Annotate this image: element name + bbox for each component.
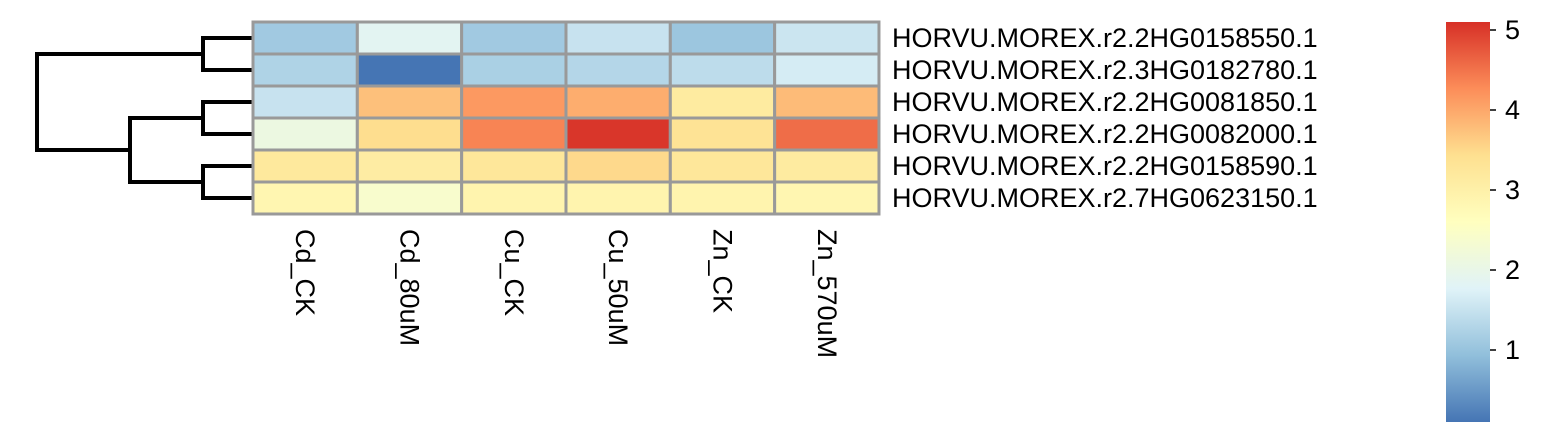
color-scale-bar — [1446, 22, 1490, 422]
heatmap-cell — [251, 148, 359, 184]
dendrogram-merge-rows-5-6 — [201, 164, 253, 200]
heatmap-cells — [251, 20, 881, 216]
row-labels: HORVU.MOREX.r2.2HG0158550.1HORVU.MOREX.r… — [892, 23, 1318, 213]
heatmap-cell — [564, 52, 672, 88]
heatmap-cell — [773, 20, 881, 56]
heatmap-cell — [251, 20, 359, 56]
column-label: Cu_50uM — [603, 229, 633, 346]
row-label: HORVU.MOREX.r2.2HG0158590.1 — [892, 151, 1318, 181]
row-label: HORVU.MOREX.r2.2HG0082000.1 — [892, 119, 1318, 149]
row-dendrogram — [35, 36, 253, 200]
heatmap-cell — [564, 148, 672, 184]
heatmap-cell — [773, 180, 881, 216]
heatmap-cell — [355, 20, 464, 56]
column-labels: Cd_CK Cd_80uM Cu_CK Cu_50uM Zn_CK Zn_570uM — [290, 229, 842, 358]
heatmap-cell — [564, 84, 672, 120]
heatmap-cell — [355, 116, 464, 152]
heatmap-cell — [460, 20, 568, 56]
dendrogram-merge-root — [35, 52, 203, 152]
heatmap-cell — [668, 116, 777, 152]
heatmap-cell — [668, 52, 777, 88]
column-label: Cu_CK — [499, 229, 529, 316]
heatmap-cell — [460, 180, 568, 216]
color-scale-tick-label: 4 — [1505, 95, 1520, 125]
color-scale-tick-label: 3 — [1505, 175, 1520, 205]
heatmap-cell — [564, 116, 672, 152]
color-scale-tick-label: 2 — [1505, 255, 1520, 285]
heatmap-cell — [773, 52, 881, 88]
heatmap-cell — [668, 148, 777, 184]
heatmap-cell — [564, 180, 672, 216]
heatmap-cell — [251, 52, 359, 88]
heatmap-cell — [460, 84, 568, 120]
column-label: Cd_CK — [290, 229, 320, 316]
heatmap-cell — [251, 84, 359, 120]
heatmap-cell — [355, 52, 464, 88]
color-scale-tick-label: 5 — [1505, 15, 1520, 45]
color-scale-ticks: 1 2 3 4 5 — [1490, 15, 1520, 365]
dendrogram-merge-groups-34-56 — [128, 116, 203, 184]
heatmap-cell — [773, 84, 881, 120]
dendrogram-merge-rows-3-4 — [201, 100, 253, 136]
heatmap-cell — [460, 52, 568, 88]
heatmap-cell — [460, 148, 568, 184]
heatmap-cell — [460, 116, 568, 152]
row-label: HORVU.MOREX.r2.2HG0158550.1 — [892, 23, 1318, 53]
heatmap-cell — [355, 84, 464, 120]
column-label: Cd_80uM — [395, 229, 425, 346]
column-label: Zn_CK — [707, 229, 737, 313]
row-label: HORVU.MOREX.r2.7HG0623150.1 — [892, 183, 1318, 213]
column-label: Zn_570uM — [812, 229, 842, 358]
heatmap-cell — [355, 180, 464, 216]
heatmap-cell — [251, 116, 359, 152]
heatmap-cell — [668, 84, 777, 120]
heatmap-cell — [355, 148, 464, 184]
heatmap-cell — [773, 116, 881, 152]
dendrogram-merge-rows-1-2 — [201, 36, 253, 72]
heatmap-cell — [251, 180, 359, 216]
heatmap-cell — [773, 148, 881, 184]
row-label: HORVU.MOREX.r2.3HG0182780.1 — [892, 55, 1318, 85]
heatmap-cell — [564, 20, 672, 56]
heatmap-cell — [668, 20, 777, 56]
row-label: HORVU.MOREX.r2.2HG0081850.1 — [892, 87, 1318, 117]
heatmap-cell — [668, 180, 777, 216]
color-scale-legend: 1 2 3 4 5 — [1446, 15, 1520, 422]
color-scale-tick-label: 1 — [1505, 335, 1520, 365]
